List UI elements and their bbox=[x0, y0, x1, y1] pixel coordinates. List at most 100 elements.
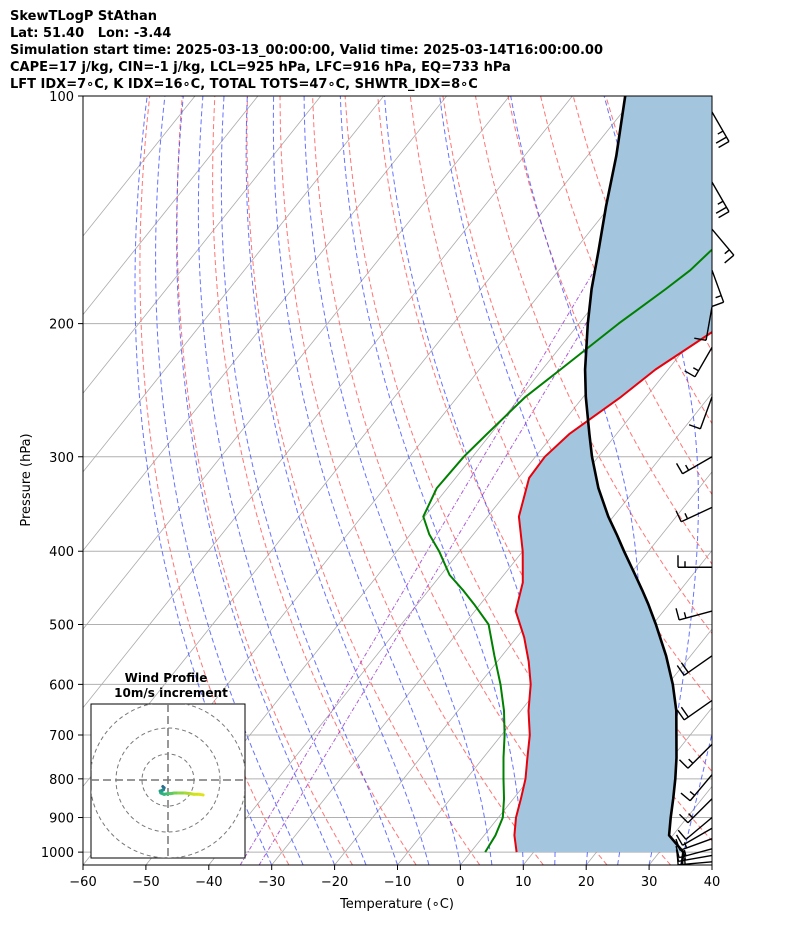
barb-flag bbox=[718, 140, 730, 149]
barb-staff bbox=[678, 610, 713, 621]
dry-adiabat bbox=[540, 96, 712, 496]
chart-title: SkewTLogP StAthan bbox=[10, 9, 158, 24]
x-tick-label: −10 bbox=[384, 875, 411, 890]
barb-flag bbox=[715, 206, 727, 214]
y-tick-label: 200 bbox=[49, 318, 74, 333]
cape-area bbox=[514, 96, 712, 853]
barb-staff bbox=[711, 111, 730, 142]
hodograph-segment bbox=[197, 792, 205, 797]
wind-barb bbox=[684, 347, 713, 378]
moist-adiabat bbox=[176, 96, 336, 865]
barb-staff bbox=[705, 306, 713, 341]
isotherm-line bbox=[83, 96, 322, 394]
stability-indices-1: CAPE=17 j/kg, CIN=-1 j/kg, LCL=925 hPa, … bbox=[10, 60, 511, 75]
wind-barb bbox=[675, 838, 713, 852]
barb-staff bbox=[685, 816, 713, 840]
isotherm-line bbox=[397, 471, 712, 865]
isotherm-line bbox=[585, 707, 712, 865]
isotherm-line bbox=[711, 864, 712, 865]
dewpoint-profile bbox=[422, 248, 712, 853]
barb-flag bbox=[694, 337, 707, 341]
wind-barb bbox=[677, 816, 713, 840]
y-tick-label: 600 bbox=[49, 678, 74, 693]
isotherm-line bbox=[83, 96, 573, 709]
x-axis: −60 −50 −40 −30 −20 −10 0 10 20 30 40 bbox=[69, 865, 720, 890]
wind-barb bbox=[676, 852, 713, 866]
dry-adiabat bbox=[212, 96, 417, 865]
wind-barb bbox=[711, 181, 730, 219]
barb-half-flag bbox=[684, 513, 689, 520]
barb-flag bbox=[688, 424, 701, 430]
barb-half-flag bbox=[715, 294, 722, 299]
moist-adiabat bbox=[272, 96, 461, 865]
stability-indices-2: LFT IDX=7∘C, K IDX=16∘C, TOTAL TOTS=47∘C… bbox=[10, 77, 478, 92]
barb-half-flag bbox=[683, 612, 687, 619]
y-tick-label: 1000 bbox=[41, 846, 74, 861]
barb-staff bbox=[687, 743, 713, 769]
barb-flag bbox=[675, 608, 680, 621]
chart-header: SkewTLogP StAthan Lat: 51.40 Lon: -3.44 … bbox=[10, 8, 603, 93]
x-tick-label: 30 bbox=[641, 875, 658, 890]
barb-staff bbox=[682, 456, 713, 475]
barb-staff bbox=[711, 270, 725, 303]
barb-half-flag bbox=[688, 758, 694, 764]
y-tick-label: 900 bbox=[49, 812, 74, 827]
barb-flag bbox=[676, 665, 685, 676]
barb-flag bbox=[680, 662, 689, 673]
barb-half-flag bbox=[688, 813, 694, 819]
barb-flag bbox=[675, 510, 682, 523]
inset-title: Wind Profile bbox=[125, 671, 208, 685]
hodograph-trace bbox=[158, 785, 205, 797]
y-tick-label: 500 bbox=[49, 619, 74, 634]
barb-flag bbox=[675, 834, 684, 846]
moist-adiabat bbox=[155, 96, 304, 865]
parcel-profile bbox=[583, 96, 685, 865]
y-axis-title: Pressure (hPa) bbox=[19, 433, 34, 526]
sounding-profiles bbox=[422, 96, 712, 865]
dry-adiabat bbox=[176, 96, 353, 865]
dry-adiabat bbox=[703, 96, 712, 120]
wind-barb bbox=[676, 655, 713, 676]
x-tick-label: 0 bbox=[456, 875, 464, 890]
dry-adiabat bbox=[507, 96, 712, 566]
barb-flag bbox=[715, 136, 727, 144]
barb-staff bbox=[711, 228, 735, 256]
barb-staff bbox=[711, 181, 730, 212]
y-tick-label: 700 bbox=[49, 729, 74, 744]
inset-subtitle: 10m/s increment bbox=[114, 686, 228, 700]
cape-shaded-area bbox=[514, 96, 712, 853]
x-tick-label: 20 bbox=[578, 875, 595, 890]
moist-adiabat bbox=[220, 96, 398, 865]
barb-half-flag bbox=[683, 849, 687, 856]
isotherm-line bbox=[83, 96, 447, 552]
isotherm-line bbox=[83, 96, 259, 316]
barb-half-flag bbox=[717, 130, 724, 135]
y-tick-label: 400 bbox=[49, 545, 74, 560]
barb-staff bbox=[694, 347, 713, 378]
barb-half-flag bbox=[689, 791, 696, 796]
x-axis-title: Temperature (∘C) bbox=[339, 897, 454, 912]
barb-staff bbox=[682, 827, 713, 846]
wind-barb bbox=[711, 111, 730, 149]
moist-adiabat bbox=[339, 96, 524, 865]
barb-half-flag bbox=[683, 858, 686, 865]
wind-barb bbox=[675, 608, 713, 621]
x-tick-label: −50 bbox=[132, 875, 159, 890]
dry-adiabat bbox=[736, 96, 794, 865]
wind-barb bbox=[678, 798, 713, 824]
barb-flag bbox=[678, 813, 689, 824]
wind-barb bbox=[711, 270, 725, 307]
simulation-times: Simulation start time: 2025-03-13_00:00:… bbox=[10, 43, 603, 58]
barb-flag bbox=[724, 254, 735, 264]
barb-half-flag bbox=[692, 367, 699, 372]
moist-adiabat bbox=[245, 96, 430, 865]
moist-adiabat bbox=[197, 96, 367, 865]
wind-barb bbox=[678, 743, 713, 769]
barb-flag bbox=[676, 852, 679, 865]
barb-flag bbox=[718, 210, 730, 219]
barb-staff bbox=[680, 506, 713, 523]
isotherm-line bbox=[83, 96, 385, 473]
isotherm-line bbox=[83, 96, 510, 630]
barb-flag bbox=[712, 301, 724, 307]
